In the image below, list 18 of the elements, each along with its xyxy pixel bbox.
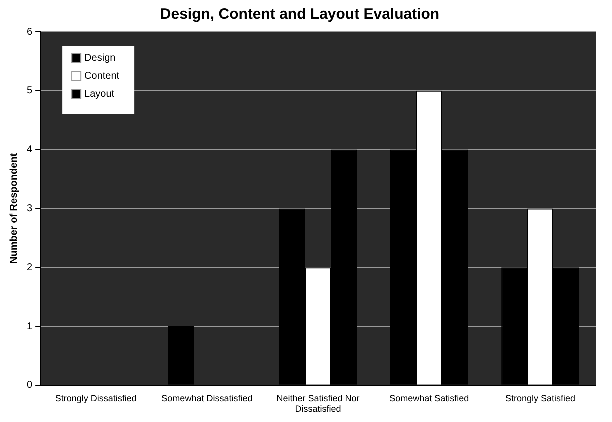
x-tick-label: Somewhat Satisfied [390,393,470,404]
x-tick-label: Strongly Dissatisfied [55,393,137,404]
y-tick-label: 4 [27,144,33,156]
legend-label: Design [84,52,116,64]
category-label: Neither Satisfied Nor [276,393,360,404]
y-tick-label: 1 [27,321,33,332]
legend-label: Content [84,70,120,82]
y-axis-title: Number of Respondent [8,152,20,264]
chart-title: Design, Content and Layout Evaluation [160,6,440,24]
y-tick-label: 0 [27,380,33,392]
y-tick-label: 2 [27,262,33,274]
y-tick-label: 6 [27,26,33,38]
y-tick-label: 3 [27,203,33,214]
x-tick-label: Somewhat Dissatisfied [162,393,253,404]
legend-label: Layout [84,88,115,100]
y-tick-label: 5 [27,86,33,97]
category-label: Dissatisfied [295,404,342,414]
x-tick-label: Strongly Satisfied [505,393,576,404]
